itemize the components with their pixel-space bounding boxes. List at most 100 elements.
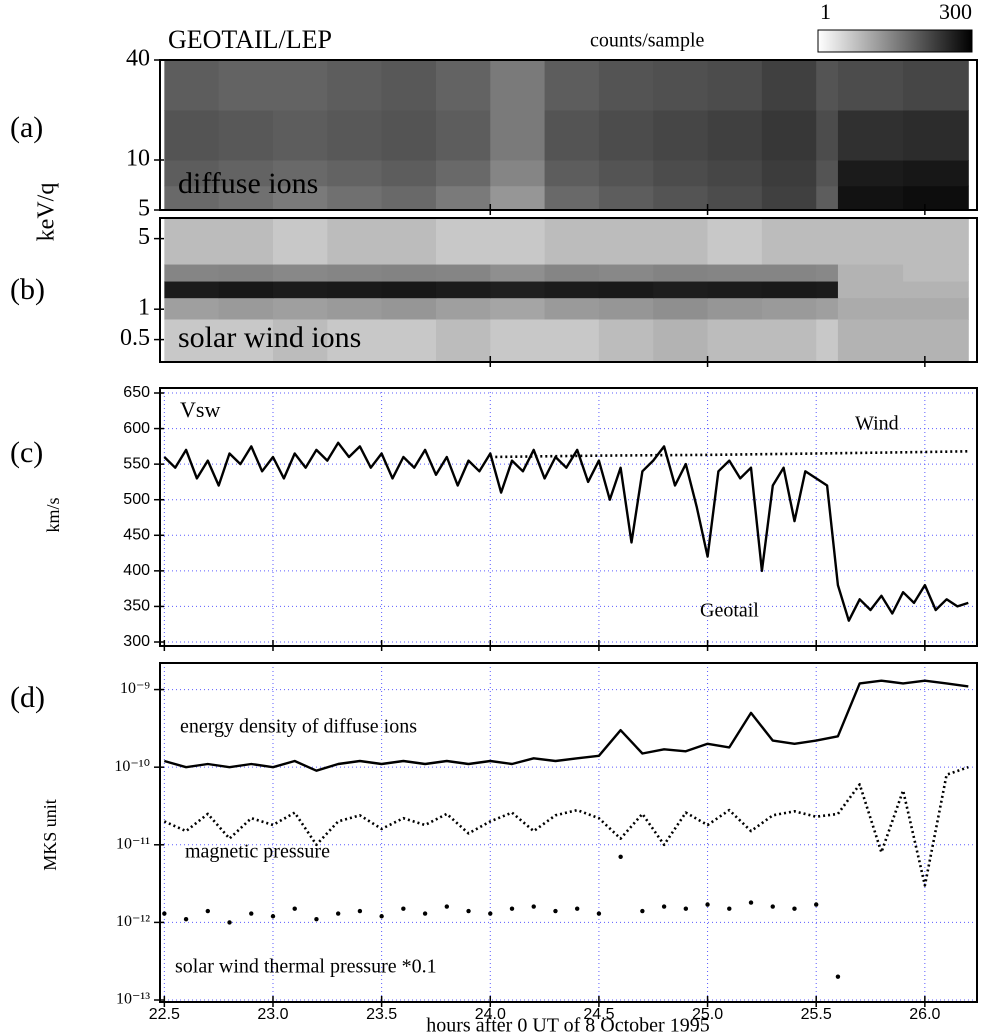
heatmap-cell <box>598 160 654 187</box>
data-point <box>727 906 732 911</box>
heatmap-cell <box>381 264 437 282</box>
panel-label: (c) <box>10 436 43 469</box>
heatmap-cell <box>164 264 220 282</box>
y-axis-label: MKS unit <box>40 799 60 871</box>
heatmap-cell <box>903 297 969 320</box>
heatmap-cell <box>598 281 654 299</box>
heatmap-cell <box>837 160 904 187</box>
data-point <box>488 911 493 916</box>
heatmap-cell <box>761 318 817 363</box>
heatmap-cell <box>381 110 437 161</box>
x-tick-label: 25.0 <box>692 1006 723 1023</box>
heatmap-cell <box>164 218 220 265</box>
data-point <box>227 920 232 925</box>
heatmap-cell <box>761 60 817 111</box>
heatmap-cell <box>435 264 491 282</box>
data-point <box>640 908 645 914</box>
heatmap-cell <box>816 185 839 211</box>
data-point <box>270 914 276 919</box>
panel-label: (b) <box>10 273 45 306</box>
heatmap-cell <box>653 60 709 111</box>
heatmap-cell <box>761 264 817 282</box>
x-tick-label: 24.5 <box>583 1006 614 1023</box>
colorbar <box>817 29 973 53</box>
data-point <box>422 911 428 916</box>
heatmap-cell <box>164 185 220 211</box>
y-tick-label: 400 <box>123 562 150 579</box>
heatmap-cell <box>327 160 383 187</box>
data-point <box>357 908 363 914</box>
heatmap-cell <box>837 264 904 282</box>
data-point <box>705 902 710 907</box>
heatmap-cell <box>544 218 600 265</box>
heatmap-cell <box>490 318 546 363</box>
series-label: magnetic pressure <box>185 841 330 863</box>
heatmap-cell <box>381 160 437 187</box>
heatmap-cell <box>653 297 709 320</box>
heatmap-cell <box>707 297 763 320</box>
heatmap-cell <box>435 110 491 161</box>
data-point <box>770 904 775 909</box>
heatmap-cell <box>544 60 600 111</box>
heatmap-cell <box>903 110 969 161</box>
y-tick-label: 650 <box>123 384 150 401</box>
heatmap-cell <box>164 60 220 111</box>
heatmap-cell <box>598 185 654 211</box>
heatmap-cell <box>816 60 839 111</box>
heatmap-cell <box>653 160 709 187</box>
heatmap-cell <box>327 297 383 320</box>
heatmap-cell <box>544 185 600 211</box>
heatmap-cell <box>653 318 709 363</box>
heatmap-cell <box>598 318 654 363</box>
heatmap-cell <box>435 318 491 363</box>
y-tick-label: 0.5 <box>120 325 150 351</box>
heatmap-cell <box>435 281 491 299</box>
heatmap-cell <box>761 160 817 187</box>
heatmap-cell <box>272 264 328 282</box>
heatmap-cell <box>327 218 383 265</box>
series-label: energy density of diffuse ions <box>180 716 417 738</box>
heatmap-cell <box>327 281 383 299</box>
x-tick-label: 24.0 <box>475 1006 506 1023</box>
heatmap-cell <box>435 185 491 211</box>
heatmap-cell <box>761 297 817 320</box>
heatmap-cell <box>272 318 328 363</box>
heatmap-cell <box>707 60 763 111</box>
heatmap-cell <box>218 297 274 320</box>
colorbar-tick-label: 1 <box>820 0 831 24</box>
heatmap-cell <box>544 160 600 187</box>
data-point <box>748 900 754 905</box>
heatmap-cell <box>816 281 839 299</box>
heatmap-cell <box>707 281 763 299</box>
heatmap-cell <box>598 110 654 161</box>
heatmap-cell <box>272 281 328 299</box>
heatmap-cell <box>903 160 969 187</box>
y-tick-label: 350 <box>123 598 150 615</box>
heatmap-cell <box>272 297 328 320</box>
data-point <box>401 906 406 911</box>
data-point <box>661 904 667 909</box>
heatmap-cell <box>164 110 220 161</box>
heatmap-cell <box>490 185 546 211</box>
heatmap-cell <box>837 281 904 299</box>
data-point <box>531 904 536 909</box>
heatmap-cell <box>816 110 839 161</box>
heatmap-cell <box>490 218 546 265</box>
data-line <box>163 765 969 887</box>
y-tick-label: 5 <box>138 196 150 222</box>
panel-label: (a) <box>10 111 43 144</box>
data-point <box>292 906 297 911</box>
heatmap-cell <box>218 110 274 161</box>
data-line <box>163 679 969 772</box>
heatmap-cell <box>381 318 437 363</box>
data-point <box>249 911 254 916</box>
heatmap-cell <box>218 318 274 363</box>
y-tick-label: 10 <box>126 146 150 172</box>
panel-frame <box>159 387 978 647</box>
y-tick-label: 10⁻¹³ <box>116 991 150 1008</box>
heatmap-cell <box>707 160 763 187</box>
heatmap-cell <box>837 110 904 161</box>
heatmap-cell <box>837 297 904 320</box>
series-label: Geotail <box>700 600 759 622</box>
heatmap-cell <box>490 60 546 111</box>
